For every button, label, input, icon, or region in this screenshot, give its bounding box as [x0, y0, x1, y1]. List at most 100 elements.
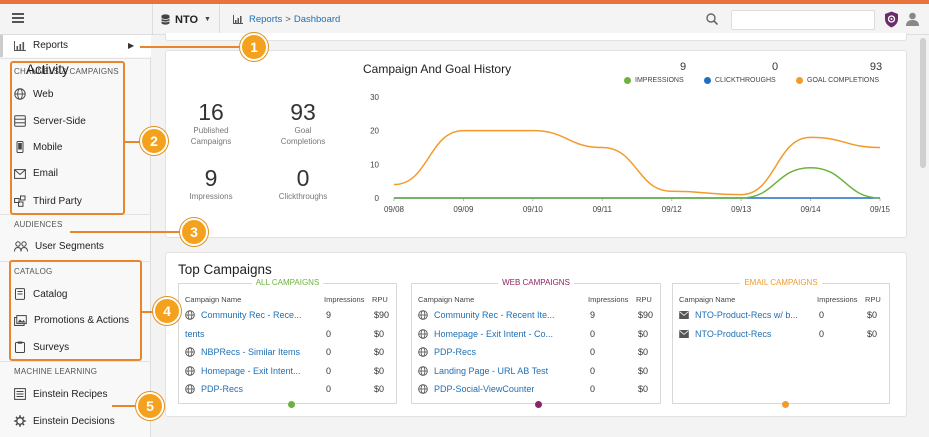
table-row[interactable]: Homepage - Exit Intent - Co... 0 $0 — [418, 329, 656, 339]
legend-impressions[interactable]: IMPRESSIONS — [624, 77, 684, 84]
campaign-link[interactable]: Landing Page - URL AB Test — [434, 365, 549, 376]
x-tick-label: 09/13 — [731, 205, 752, 214]
top-accent-stripe — [0, 0, 929, 4]
list-icon — [14, 388, 26, 400]
globe-icon — [418, 328, 428, 339]
pagination-dot[interactable] — [535, 401, 542, 408]
menu-icon[interactable] — [12, 13, 24, 23]
sidebar-item-surveys[interactable]: Surveys — [14, 341, 69, 353]
envelope-icon — [679, 329, 689, 338]
rpu-value: $0 — [374, 365, 385, 376]
rpu-value: $90 — [374, 310, 390, 320]
search-input[interactable] — [731, 10, 875, 30]
rpu-value: $0 — [867, 310, 878, 320]
col-impressions: Impressions — [817, 295, 858, 304]
callout-box-catalog — [9, 260, 142, 361]
campaign-link[interactable]: Community Rec - Recent Ite... — [434, 310, 555, 320]
pagination-dot[interactable] — [288, 401, 295, 408]
y-tick-label: 20 — [370, 127, 379, 136]
pagination-dot[interactable] — [782, 401, 789, 408]
legend-count-impressions: 9 — [679, 61, 687, 73]
table-row[interactable]: PDP-Recs 0 $0 — [418, 347, 656, 357]
sidebar-item-reports[interactable] — [0, 35, 151, 57]
sidebar-item-mobile[interactable]: Mobile — [14, 141, 62, 153]
callout-line-2 — [124, 141, 146, 143]
campaign-link[interactable]: Homepage - Exit Intent - Co... — [434, 328, 554, 339]
search-icon[interactable] — [706, 13, 718, 25]
book-icon — [15, 288, 25, 300]
col-rpu: RPU — [636, 295, 652, 304]
top-bar: NTO ▼ Reports > Dashboard — [0, 4, 929, 35]
chart-icon — [233, 15, 243, 24]
col-rpu: RPU — [372, 295, 388, 304]
sidebar-divider — [0, 361, 151, 362]
sidebar-item-promotions[interactable]: Promotions & Actions — [14, 315, 129, 326]
campaign-link[interactable]: NBPRecs - Similar Items — [201, 347, 301, 357]
breadcrumb-reports[interactable]: Reports — [249, 14, 283, 25]
table-row[interactable]: Community Rec - Rece... 9 $90 — [185, 310, 392, 320]
sidebar-item-catalog[interactable]: Catalog — [14, 288, 67, 300]
table-row[interactable]: NTO-Product-Recs w/ b... 0 $0 — [679, 310, 885, 320]
table-row[interactable]: Homepage - Exit Intent... 0 $0 — [185, 366, 392, 376]
col-campaign-name: Campaign Name — [185, 295, 242, 304]
legend-goal-completions[interactable]: GOAL COMPLETIONS — [796, 77, 879, 84]
sidebar-item-server-side[interactable]: Server-Side — [14, 115, 86, 127]
sidebar-section-channels: CHANNELS & CAMPAIGNS — [14, 67, 119, 76]
breadcrumb: Reports > Dashboard — [233, 4, 340, 35]
campaign-link[interactable]: tents — [185, 328, 205, 339]
mobile-icon — [16, 141, 24, 153]
sidebar-item-email[interactable]: Email — [14, 168, 58, 179]
table-row[interactable]: NBPRecs - Similar Items 0 $0 — [185, 347, 392, 357]
y-tick-label: 30 — [370, 93, 379, 102]
sidebar-item-third-party[interactable]: Third Party — [14, 195, 82, 207]
callout-badge-1: 1 — [240, 33, 268, 61]
globe-icon — [418, 347, 428, 357]
user-icon[interactable] — [906, 12, 919, 26]
users-icon — [14, 241, 28, 252]
table-row[interactable]: Community Rec - Recent Ite... 9 $90 — [418, 310, 656, 320]
campaign-goal-history-chart: 30 20 10 0 09/08 09/09 09/10 09/11 09/12 09/13 09/… — [370, 93, 890, 214]
sidebar-divider — [0, 58, 151, 59]
impressions-value: 0 — [819, 328, 825, 339]
globe-icon — [418, 384, 428, 394]
table-row[interactable]: NTO-Product-Recs 0 $0 — [679, 329, 885, 339]
sidebar-item-user-segments[interactable]: User Segments — [14, 241, 104, 252]
sidebar-section-catalog: CATALOG — [14, 267, 53, 276]
table-row[interactable]: PDP-Social-ViewCounter 0 $0 — [418, 384, 656, 394]
campaign-link[interactable]: PDP-Recs — [201, 384, 244, 394]
activity-card — [165, 50, 907, 238]
clipboard-icon — [15, 341, 25, 353]
legend-clickthroughs[interactable]: CLICKTHROUGHS — [704, 77, 776, 84]
campaign-link[interactable]: Community Rec - Rece... — [201, 310, 302, 320]
impressions-value: 0 — [326, 328, 332, 339]
impressions-value: 0 — [326, 384, 332, 394]
campaign-link[interactable]: NTO-Product-Recs — [695, 328, 772, 339]
campaign-link[interactable]: Homepage - Exit Intent... — [201, 365, 301, 376]
chevron-right-icon: ▶ — [128, 41, 135, 50]
sidebar-item-web[interactable]: Web — [14, 88, 53, 100]
gear-icon — [14, 415, 26, 427]
breadcrumb-dashboard[interactable]: Dashboard — [293, 14, 341, 25]
table-row[interactable]: PDP-Recs 0 $0 — [185, 384, 392, 394]
legend-swatch — [624, 77, 631, 84]
sidebar-item-einstein-decisions[interactable]: Einstein Decisions — [14, 415, 115, 427]
campaign-link[interactable]: PDP-Recs — [434, 347, 477, 357]
impressions-value: 0 — [326, 365, 332, 376]
campaign-table-title: WEB CAMPAIGNS — [412, 278, 660, 287]
col-rpu: RPU — [865, 295, 881, 304]
chevron-down-icon: ▼ — [204, 16, 211, 23]
globe-icon — [185, 310, 195, 320]
campaign-link[interactable]: PDP-Social-ViewCounter — [434, 384, 535, 394]
sidebar-item-reports-label[interactable]: Reports — [14, 40, 68, 51]
rpu-value: $0 — [374, 328, 385, 339]
sidebar-item-einstein-recipes[interactable]: Einstein Recipes — [14, 388, 107, 400]
shield-icon[interactable] — [884, 11, 899, 28]
table-row[interactable]: Landing Page - URL AB Test 0 $0 — [418, 366, 656, 376]
table-row[interactable]: tents 0 $0 — [185, 329, 392, 339]
legend-swatch — [704, 77, 711, 84]
campaign-link[interactable]: NTO-Product-Recs w/ b... — [695, 310, 798, 320]
scrollbar[interactable] — [920, 38, 926, 168]
rpu-value: $90 — [638, 310, 654, 320]
org-switcher[interactable]: NTO ▼ — [152, 4, 220, 35]
y-tick-label: 0 — [375, 194, 380, 203]
